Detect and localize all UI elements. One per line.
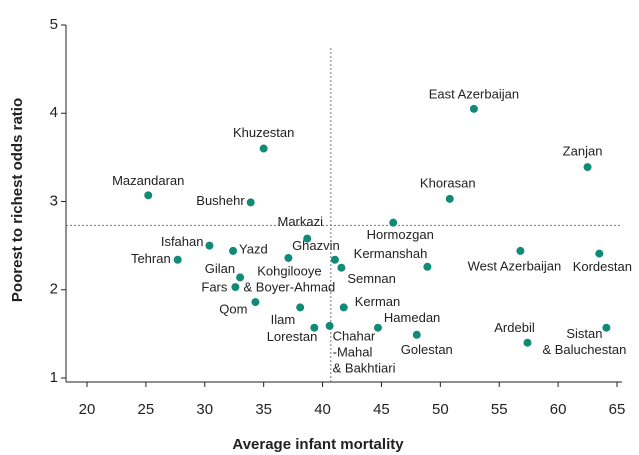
point-label: Bushehr <box>196 193 245 208</box>
y-tick-label: 1 <box>50 369 58 386</box>
point-label: Qom <box>219 302 247 317</box>
x-tick-label: 25 <box>138 401 155 418</box>
point-label: Ghazvin <box>292 238 340 253</box>
point <box>337 263 346 272</box>
point-label: Yazd <box>239 241 268 256</box>
point-label: & Boyer-Ahmad <box>244 279 336 294</box>
y-axis-title: Poorest to richest odds ratio <box>9 98 26 302</box>
point <box>303 234 312 243</box>
point-label: Golestan <box>401 342 453 357</box>
point <box>229 246 238 255</box>
point-label: Fars <box>201 280 228 295</box>
point-label: Ardebil <box>494 320 535 335</box>
point-label: Khuzestan <box>233 125 294 140</box>
point-label: Gilan <box>205 261 235 276</box>
point <box>246 198 255 207</box>
point-label: East Azerbaijan <box>429 86 519 101</box>
point-label: Sistan <box>566 326 602 341</box>
point-label: Lorestan <box>267 329 318 344</box>
point <box>523 338 532 347</box>
x-tick-label: 20 <box>79 401 96 418</box>
point-label: Kerman <box>355 294 401 309</box>
x-tick-label: 30 <box>196 401 213 418</box>
y-tick-label: 3 <box>50 192 58 209</box>
point <box>144 191 153 200</box>
point-label: Hormozgan <box>367 227 434 242</box>
point <box>259 144 268 153</box>
point <box>445 194 454 203</box>
y-tick-label: 5 <box>50 16 58 33</box>
point-label: Tehran <box>131 251 171 266</box>
point-label: Ilam <box>271 312 296 327</box>
point-label: & Bakhtiari <box>333 360 396 375</box>
point <box>516 246 525 255</box>
point-label: Mazandaran <box>112 173 184 188</box>
point <box>595 249 604 258</box>
point <box>583 163 592 172</box>
point <box>330 255 339 264</box>
point <box>205 241 214 250</box>
x-tick-label: 40 <box>314 401 331 418</box>
y-tick-label: 2 <box>50 281 58 298</box>
point-label: Chahar <box>333 328 376 343</box>
x-tick-label: 35 <box>255 401 272 418</box>
point-label: West Azerbaijan <box>468 258 562 273</box>
point <box>236 273 245 282</box>
point <box>251 298 260 307</box>
point <box>231 283 240 292</box>
point <box>469 104 478 113</box>
point <box>284 253 293 262</box>
point-label: -Mahal <box>333 344 373 359</box>
x-tick-label: 65 <box>609 401 626 418</box>
x-tick-label: 45 <box>373 401 390 418</box>
point-label: Isfahan <box>161 234 204 249</box>
x-tick-label: 50 <box>432 401 449 418</box>
point-label: & Baluchestan <box>542 342 626 357</box>
point <box>373 323 382 332</box>
point-label: Hamedan <box>384 310 440 325</box>
point-label: Kohgilooye <box>257 263 321 278</box>
point-label: Kermanshah <box>354 246 428 261</box>
point-label: Khorasan <box>420 175 476 190</box>
point <box>310 323 319 332</box>
point <box>412 330 421 339</box>
point <box>173 255 182 264</box>
point <box>339 303 348 312</box>
point <box>602 323 611 332</box>
point <box>296 303 305 312</box>
x-axis-title: Average infant mortality <box>232 436 404 453</box>
point <box>325 321 334 330</box>
point <box>423 262 432 271</box>
y-tick-label: 4 <box>50 104 58 121</box>
point <box>389 218 398 227</box>
point-label: Zanjan <box>563 144 603 159</box>
point-label: Semnan <box>347 271 395 286</box>
point-label: Markazi <box>277 214 323 229</box>
point-label: Kordestan <box>573 259 632 274</box>
x-tick-label: 60 <box>550 401 567 418</box>
x-tick-label: 55 <box>491 401 508 418</box>
